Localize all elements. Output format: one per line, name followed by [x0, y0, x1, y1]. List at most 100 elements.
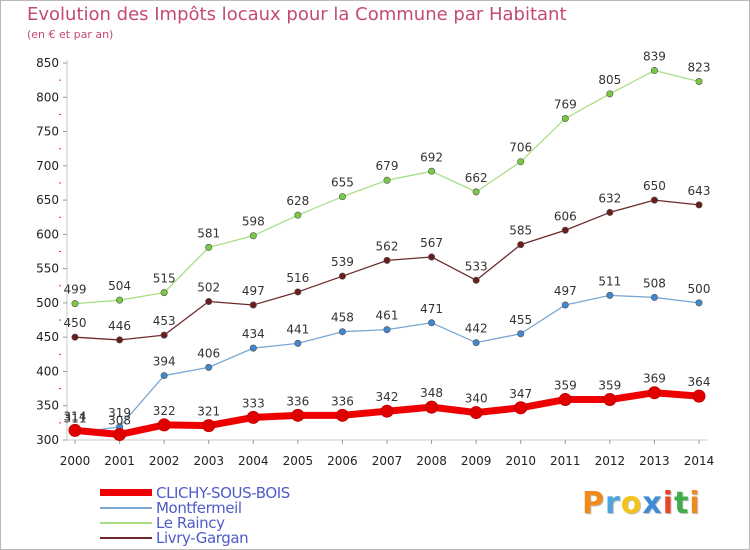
data-label: 499 — [64, 283, 87, 297]
data-point — [606, 90, 614, 98]
data-label: 581 — [197, 226, 220, 240]
y-tick-label: 850 — [36, 56, 59, 70]
legend-swatch-clichy — [100, 488, 152, 496]
data-point — [249, 344, 257, 352]
y-tick-label: 750 — [36, 125, 59, 139]
data-point — [561, 226, 569, 234]
data-label: 359 — [598, 379, 621, 393]
data-point — [157, 418, 171, 432]
x-tick-label: 2000 — [60, 454, 91, 468]
x-tick-label: 2003 — [193, 454, 224, 468]
x-tick-label: 2008 — [416, 454, 447, 468]
y-tick-label: 800 — [36, 90, 59, 104]
data-point — [116, 336, 124, 344]
legend-label-montfermeil: Montfermeil — [156, 498, 242, 517]
chart-subtitle: (en € et par an) — [27, 28, 114, 41]
data-point — [428, 167, 436, 175]
data-point — [202, 419, 216, 433]
data-label: 539 — [331, 255, 354, 269]
data-label: 628 — [286, 194, 309, 208]
data-point — [383, 176, 391, 184]
data-point — [205, 298, 213, 306]
data-point — [606, 208, 614, 216]
data-label: 823 — [688, 61, 711, 75]
data-point — [561, 115, 569, 123]
legend-swatch-livry-gargan — [100, 536, 152, 539]
data-point — [205, 363, 213, 371]
data-label: 455 — [509, 313, 532, 327]
legend-swatch-montfermeil — [100, 506, 152, 509]
brand-letter: i — [662, 486, 675, 521]
series-line — [74, 69, 700, 305]
data-point — [113, 428, 127, 442]
data-point — [647, 386, 661, 400]
legend-swatch-le-raincy — [100, 521, 152, 524]
data-label: 342 — [376, 390, 399, 404]
data-label: 769 — [554, 98, 577, 112]
legend-label-clichy: CLICHY-SOUS-BOIS — [156, 483, 290, 502]
x-tick-label: 2010 — [505, 454, 536, 468]
y-tick-label: 450 — [36, 330, 59, 344]
data-label: 319 — [108, 406, 131, 420]
data-label: 369 — [643, 372, 666, 386]
data-point — [650, 293, 658, 301]
x-tick-label: 2006 — [327, 454, 358, 468]
x-tick-label: 2002 — [149, 454, 180, 468]
x-tick-label: 2014 — [684, 454, 715, 468]
legend-label-livry-gargan: Livry-Gargan — [156, 528, 249, 547]
data-label: 458 — [331, 311, 354, 325]
data-label: 706 — [509, 141, 532, 155]
data-point — [428, 319, 436, 327]
data-label: 643 — [688, 184, 711, 198]
y-tick-label: 650 — [36, 193, 59, 207]
data-point — [383, 256, 391, 264]
data-label: 504 — [108, 279, 131, 293]
data-label: 446 — [108, 319, 131, 333]
data-label: 311 — [64, 411, 87, 425]
data-label: 562 — [376, 239, 399, 253]
y-tick-label: 350 — [36, 399, 59, 413]
brand-letter: P — [582, 486, 605, 521]
data-label: 500 — [688, 282, 711, 296]
data-point — [160, 372, 168, 380]
chart-title: Evolution des Impôts locaux pour la Comm… — [27, 4, 567, 25]
y-tick-label: 550 — [36, 262, 59, 276]
data-label: 453 — [153, 314, 176, 328]
data-point — [383, 326, 391, 334]
data-label: 655 — [331, 176, 354, 190]
data-label: 348 — [420, 386, 443, 400]
data-point — [294, 211, 302, 219]
data-label: 598 — [242, 215, 265, 229]
data-label: 441 — [286, 322, 309, 336]
data-point — [338, 328, 346, 336]
x-tick-label: 2013 — [639, 454, 670, 468]
y-tick-label: 400 — [36, 364, 59, 378]
data-point — [160, 289, 168, 297]
x-tick-label: 2009 — [461, 454, 492, 468]
data-point — [338, 272, 346, 280]
x-tick-label: 2005 — [283, 454, 314, 468]
data-point — [71, 333, 79, 341]
data-label: 679 — [376, 159, 399, 173]
data-point — [517, 158, 525, 166]
data-label: 533 — [465, 259, 488, 273]
data-point — [160, 331, 168, 339]
data-label: 347 — [509, 387, 532, 401]
data-point — [650, 196, 658, 204]
x-tick-label: 2004 — [238, 454, 269, 468]
data-label: 516 — [286, 271, 309, 285]
data-label: 502 — [197, 281, 220, 295]
data-point — [606, 291, 614, 299]
data-point — [517, 241, 525, 249]
x-tick-label: 2012 — [595, 454, 626, 468]
y-tick-label: 300 — [36, 433, 59, 447]
data-point — [472, 276, 480, 284]
data-label: 497 — [242, 284, 265, 298]
data-point — [291, 408, 305, 422]
x-tick-label: 2011 — [550, 454, 581, 468]
legend-item-le-raincy: Le Raincy — [100, 514, 290, 532]
data-label: 650 — [643, 179, 666, 193]
data-label: 511 — [598, 274, 621, 288]
data-point — [695, 201, 703, 209]
